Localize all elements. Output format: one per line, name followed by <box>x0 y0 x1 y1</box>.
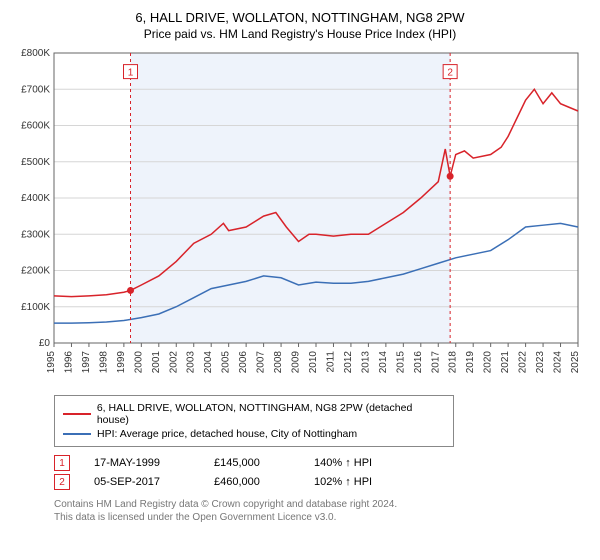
x-tick-label: 2021 <box>500 351 511 374</box>
legend-swatch <box>63 413 91 415</box>
x-tick-label: 2015 <box>395 351 406 374</box>
sales-badge: 2 <box>54 474 70 490</box>
chart-area: £0 £100K £200K £300K £400K £500K £600K £700K £80… <box>12 47 588 387</box>
x-tick-label: 2018 <box>448 351 459 374</box>
x-tick-label: 2019 <box>465 351 476 374</box>
sales-date: 17-MAY-1999 <box>94 457 214 469</box>
sales-date: 05-SEP-2017 <box>94 476 214 488</box>
x-tick-label: 1996 <box>63 351 74 374</box>
sales-table: 1 17-MAY-1999£145,000140% ↑ HPI 2 05-SEP-20… <box>54 455 588 490</box>
line-chart-svg: £0 £100K £200K £300K £400K £500K £600K £700K £80… <box>12 47 588 387</box>
x-tick-label: 2014 <box>378 351 389 374</box>
sale-marker-dot <box>447 173 454 180</box>
x-tick-label: 2017 <box>430 351 441 374</box>
chart-subtitle: Price paid vs. HM Land Registry's House … <box>12 27 588 41</box>
legend-row: HPI: Average price, detached house, City… <box>63 428 445 440</box>
x-tick-label: 2012 <box>343 351 354 374</box>
x-tick-label: 2009 <box>291 351 302 374</box>
x-tick-label: 1999 <box>116 351 127 374</box>
footnote-line-2: This data is licensed under the Open Gov… <box>54 511 588 524</box>
x-tick-label: 1997 <box>81 351 92 374</box>
x-tick-label: 1995 <box>46 351 57 374</box>
x-tick-label: 2004 <box>203 351 214 374</box>
x-tick-label: 2000 <box>133 351 144 374</box>
x-tick-label: 2007 <box>256 351 267 374</box>
sale-marker-number: 1 <box>128 68 134 79</box>
sales-row: 1 17-MAY-1999£145,000140% ↑ HPI <box>54 455 588 471</box>
legend-label: 6, HALL DRIVE, WOLLATON, NOTTINGHAM, NG8… <box>97 402 445 426</box>
x-tick-label: 2024 <box>553 351 564 374</box>
y-tick-label: £500K <box>21 157 50 168</box>
sale-marker-dot <box>127 287 134 294</box>
x-tick-label: 2006 <box>238 351 249 374</box>
x-tick-label: 2020 <box>483 351 494 374</box>
x-tick-label: 2010 <box>308 351 319 374</box>
legend-swatch <box>63 433 91 435</box>
sales-price: £145,000 <box>214 457 314 469</box>
x-tick-label: 2002 <box>168 351 179 374</box>
legend-label: HPI: Average price, detached house, City… <box>97 428 357 440</box>
x-tick-label: 1998 <box>98 351 109 374</box>
x-tick-label: 2016 <box>413 351 424 374</box>
sale-marker-number: 2 <box>447 68 453 79</box>
footnote-line-1: Contains HM Land Registry data © Crown c… <box>54 498 588 511</box>
x-tick-label: 2003 <box>186 351 197 374</box>
x-tick-label: 2025 <box>570 351 581 374</box>
x-tick-label: 2023 <box>535 351 546 374</box>
x-tick-label: 2008 <box>273 351 284 374</box>
sales-price: £460,000 <box>214 476 314 488</box>
sales-row: 2 05-SEP-2017£460,000102% ↑ HPI <box>54 474 588 490</box>
x-tick-label: 2022 <box>518 351 529 374</box>
y-tick-label: £200K <box>21 266 50 277</box>
legend: 6, HALL DRIVE, WOLLATON, NOTTINGHAM, NG8… <box>54 395 454 447</box>
sales-hpi-delta: 140% ↑ HPI <box>314 457 414 469</box>
chart-title: 6, HALL DRIVE, WOLLATON, NOTTINGHAM, NG8… <box>12 10 588 25</box>
x-tick-label: 2001 <box>151 351 162 374</box>
y-tick-label: £700K <box>21 84 50 95</box>
x-tick-label: 2011 <box>325 351 336 373</box>
y-tick-label: £800K <box>21 48 50 59</box>
y-tick-label: £600K <box>21 121 50 132</box>
sales-hpi-delta: 102% ↑ HPI <box>314 476 414 488</box>
y-tick-label: £0 <box>39 338 51 349</box>
footnote: Contains HM Land Registry data © Crown c… <box>54 498 588 524</box>
x-tick-label: 2005 <box>221 351 232 374</box>
y-tick-label: £300K <box>21 229 50 240</box>
y-tick-label: £400K <box>21 193 50 204</box>
legend-row: 6, HALL DRIVE, WOLLATON, NOTTINGHAM, NG8… <box>63 402 445 426</box>
y-tick-label: £100K <box>21 302 50 313</box>
sales-badge: 1 <box>54 455 70 471</box>
x-tick-label: 2013 <box>360 351 371 374</box>
